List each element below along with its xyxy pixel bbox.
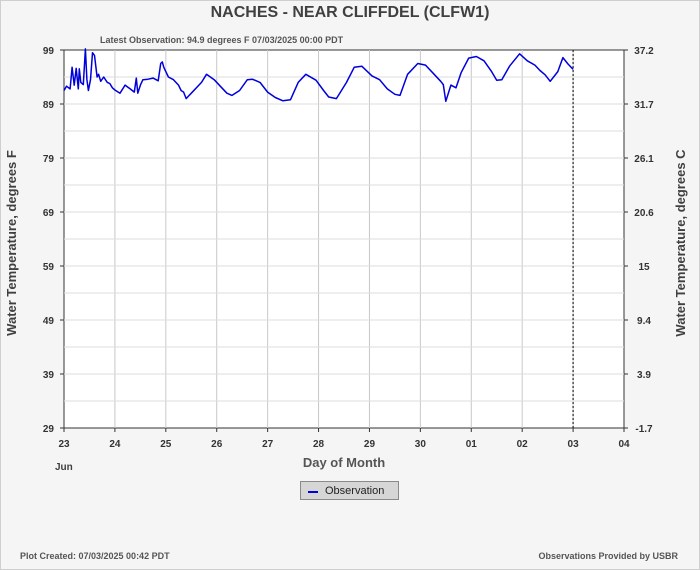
x-axis-month-label: Jun (55, 462, 73, 473)
x-tick-label: 30 (415, 439, 427, 450)
x-tick-label: 01 (466, 439, 478, 450)
y-tick-label-right: 15 (638, 262, 650, 273)
x-axis-label: Day of Month (302, 455, 386, 470)
latest-observation-text: Latest Observation: 94.9 degrees F 07/03… (100, 35, 344, 45)
y-tick-label-right: 37.2 (634, 46, 654, 57)
x-tick-label: 24 (109, 439, 121, 450)
series-line-observation (63, 48, 574, 103)
y-tick-label-left: 59 (43, 262, 55, 273)
y-axis-left-ticks: 29 39 49 59 69 79 89 99 (43, 46, 64, 435)
y-tick-label-left: 89 (43, 100, 55, 111)
x-tick-label: 03 (568, 439, 580, 450)
y-tick-label-left: 99 (43, 46, 55, 57)
y-axis-right-ticks: -1.7 3.9 9.4 15 20.6 26.1 31.7 37.2 (624, 46, 654, 435)
chart-title: NACHES - NEAR CLIFFDEL (CLFW1) (210, 4, 490, 21)
y-tick-label-right: 3.9 (637, 370, 651, 381)
y-tick-label-right: 20.6 (634, 208, 654, 219)
x-tick-label: 23 (58, 439, 70, 450)
legend: Observation (300, 481, 399, 500)
y-tick-label-left: 69 (43, 208, 55, 219)
y-axis-left-label: Water Temperature, degrees F (4, 150, 19, 336)
grid-lines (64, 50, 624, 428)
x-tick-label: 28 (313, 439, 325, 450)
y-tick-label-left: 39 (43, 370, 55, 381)
x-tick-label: 04 (618, 439, 630, 450)
provided-by-text: Observations Provided by USBR (538, 551, 678, 561)
y-tick-label-left: 29 (43, 424, 55, 435)
y-tick-label-right: 9.4 (637, 316, 651, 327)
y-tick-label-right: 31.7 (634, 100, 654, 111)
y-tick-label-right: 26.1 (634, 154, 654, 165)
series-layer (63, 48, 574, 103)
y-tick-label-left: 79 (43, 154, 55, 165)
x-tick-label: 26 (211, 439, 223, 450)
legend-observation-swatch (308, 491, 318, 493)
plot-created-text: Plot Created: 07/03/2025 00:42 PDT (20, 551, 170, 561)
x-tick-label: 27 (262, 439, 274, 450)
y-tick-label-right: -1.7 (635, 424, 653, 435)
x-tick-label: 29 (364, 439, 376, 450)
x-tick-label: 25 (160, 439, 172, 450)
x-tick-label: 02 (517, 439, 529, 450)
legend-observation-label: Observation (325, 485, 385, 497)
y-tick-label-left: 49 (43, 316, 55, 327)
x-axis-ticks: 23 24 25 26 27 28 29 30 01 02 03 04 (58, 428, 630, 450)
y-axis-right-label: Water Temperature, degrees C (673, 149, 688, 337)
